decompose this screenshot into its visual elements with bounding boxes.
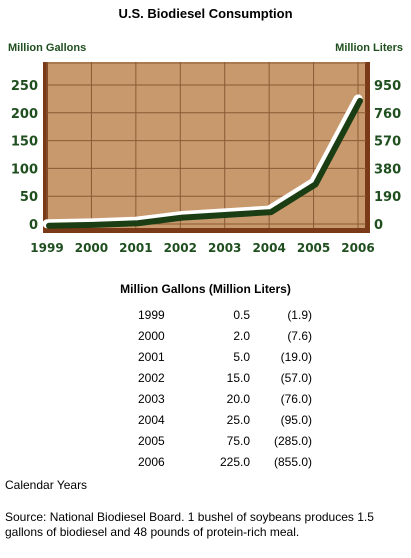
table-cell-gallons: 75.0 (226, 433, 250, 448)
left-axis-title: Million Gallons (8, 42, 86, 54)
table-row: 2001 5.0 (19.0) (118, 346, 312, 367)
bottom-axis-bar (43, 228, 370, 233)
left-tick-label: 200 (11, 107, 38, 122)
table-cell-gallons: 15.0 (226, 370, 250, 385)
plot-background (47, 62, 366, 228)
x-tick-label: 2003 (208, 241, 241, 255)
table-row: 2005 75.0 (285.0) (118, 430, 312, 451)
left-tick-label: 150 (11, 135, 38, 150)
right-tick-label: 190 (374, 190, 401, 205)
table-cell-gallons: 5.0 (233, 349, 250, 364)
x-tick-label: 2000 (75, 241, 108, 255)
table-cell-gallons: 25.0 (226, 412, 250, 427)
table-row: 2000 2.0 (7.6) (118, 325, 312, 346)
table-cell-liters: (7.6) (287, 328, 312, 343)
x-tick-label: 1999 (30, 241, 63, 255)
table-cell-liters: (855.0) (273, 454, 312, 469)
biodiesel-chart: Million Gallons Million Liters 0 50 100 150… (8, 42, 403, 255)
table-row: 2003 20.0 (76.0) (118, 388, 312, 409)
series-line (46, 97, 363, 229)
right-tick-label: 0 (374, 218, 383, 233)
chart-title: U.S. Biodiesel Consumption (118, 6, 293, 21)
right-tick-label: 380 (374, 162, 401, 177)
left-axis-bar (43, 62, 48, 232)
table-cell-liters: (76.0) (280, 391, 312, 406)
x-tick-label: 2005 (297, 241, 330, 255)
table-row: 2004 25.0 (95.0) (118, 409, 312, 430)
right-tick-label: 950 (374, 79, 401, 94)
table-cell-gallons: 2.0 (233, 328, 250, 343)
table-cell-year: 2004 (138, 412, 165, 427)
right-axis-bar (365, 62, 370, 232)
left-tick-label: 100 (11, 162, 38, 177)
x-tick-label: 2002 (164, 241, 197, 255)
table-cell-liters: (19.0) (280, 349, 312, 364)
left-tick-label: 0 (29, 218, 38, 233)
x-tick-label: 2006 (341, 241, 374, 255)
data-table: 1999 0.5 (1.9) 2000 2.0 (7.6) 2001 5.0 (19.0) 200… (118, 304, 312, 472)
right-tick-label: 760 (374, 107, 401, 122)
source-note: Source: National Biodiesel Board. 1 bush… (5, 510, 374, 539)
table-cell-gallons: 20.0 (226, 391, 250, 406)
table-cell-liters: (95.0) (280, 412, 312, 427)
left-tick-label: 50 (20, 190, 38, 205)
table-cell-year: 2001 (138, 349, 165, 364)
calendar-years-label: Calendar Years (5, 478, 88, 492)
x-tick-label: 2001 (119, 241, 152, 255)
table-cell-year: 2003 (138, 391, 165, 406)
table-cell-liters: (285.0) (273, 433, 312, 448)
right-tick-label: 570 (374, 135, 401, 150)
right-axis-title: Million Liters (335, 42, 403, 54)
table-row: 2002 15.0 (57.0) (118, 367, 312, 388)
table-row: 1999 0.5 (1.9) (118, 304, 312, 325)
table-row: 2006 225.0 (855.0) (118, 451, 312, 472)
table-cell-year: 2005 (138, 433, 165, 448)
table-cell-liters: (1.9) (287, 307, 312, 322)
table-cell-year: 2006 (138, 454, 165, 469)
table-cell-gallons: 225.0 (219, 454, 250, 469)
table-cell-year: 2002 (138, 370, 165, 385)
table-cell-gallons: 0.5 (233, 307, 250, 322)
left-tick-label: 250 (11, 79, 38, 94)
table-cell-year: 2000 (138, 328, 165, 343)
table-cell-liters: (57.0) (280, 370, 312, 385)
table-title: Million Gallons (Million Liters) (120, 282, 291, 296)
x-tick-label: 2004 (252, 241, 285, 255)
table-cell-year: 1999 (138, 307, 165, 322)
